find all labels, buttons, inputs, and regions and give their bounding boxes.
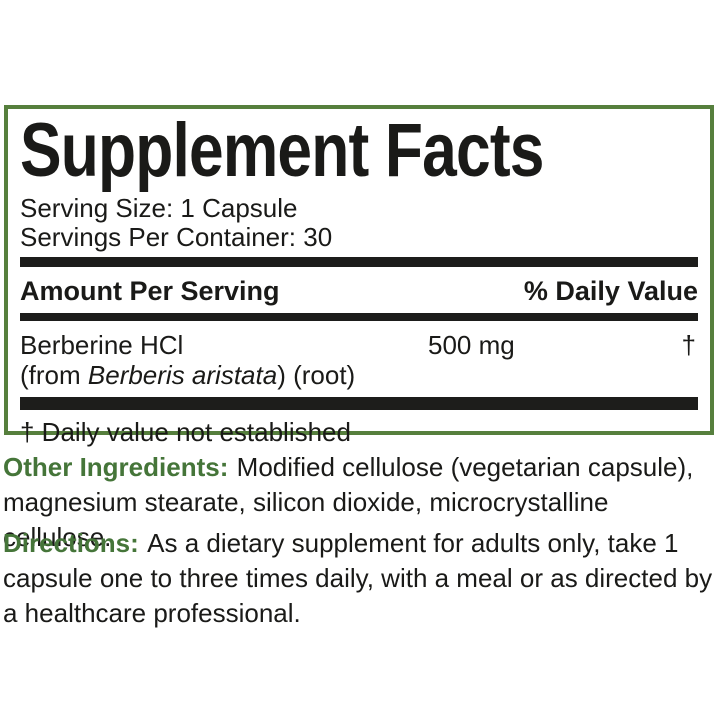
column-header-row: Amount Per Serving % Daily Value [20, 276, 698, 306]
panel-title: Supplement Facts [20, 108, 544, 193]
ingredient-amount: 500 mg [428, 330, 515, 360]
divider-bar-thick-bottom [20, 397, 698, 410]
serving-size-line: Serving Size: 1 Capsule [20, 193, 298, 223]
directions-paragraph: Directions: As a dietary supplement for a… [3, 526, 719, 631]
source-suffix: ) (root) [277, 360, 356, 390]
daily-value-header: % Daily Value [523, 276, 698, 306]
ingredient-source-line: (from Berberis aristata) (root) [20, 360, 698, 390]
supplement-facts-panel: Supplement Facts Serving Size: 1 Capsule… [4, 105, 714, 447]
ingredient-name: Berberine HCl [20, 330, 184, 360]
ingredient-row: Berberine HCl 500 mg † [20, 330, 698, 360]
other-ingredients-label: Other Ingredients: [3, 452, 229, 482]
amount-per-serving-header: Amount Per Serving [20, 276, 280, 306]
directions-label: Directions: [3, 528, 139, 558]
daily-value-footnote: † Daily value not established [20, 417, 351, 447]
source-latin-name: Berberis aristata [87, 360, 278, 390]
divider-bar-medium [20, 313, 698, 321]
other-ingredients-paragraph: Other Ingredients: Modified cellulose (ve… [3, 450, 719, 555]
directions-text: As a dietary supplement for adults only,… [3, 528, 713, 628]
divider-bar-thick-top [20, 257, 698, 267]
ingredient-daily-value-dagger: † [681, 330, 696, 360]
servings-per-container-line: Servings Per Container: 30 [20, 222, 333, 252]
other-ingredients-text: Modified cellulose (vegetarian capsule),… [3, 452, 694, 552]
source-prefix: (from [20, 360, 88, 390]
